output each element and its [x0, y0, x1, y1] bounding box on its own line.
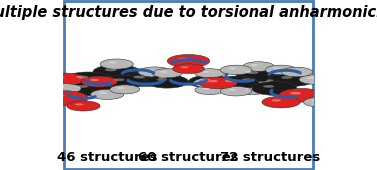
Ellipse shape — [44, 73, 84, 85]
Ellipse shape — [281, 76, 292, 79]
Ellipse shape — [236, 68, 281, 82]
Ellipse shape — [76, 85, 88, 88]
Ellipse shape — [158, 77, 167, 79]
Ellipse shape — [105, 68, 117, 71]
Ellipse shape — [220, 65, 252, 75]
Ellipse shape — [195, 69, 225, 78]
Ellipse shape — [245, 71, 252, 73]
Ellipse shape — [208, 80, 218, 82]
Ellipse shape — [262, 96, 300, 108]
Ellipse shape — [108, 62, 117, 64]
Ellipse shape — [41, 91, 88, 105]
Ellipse shape — [188, 75, 231, 88]
Ellipse shape — [281, 67, 313, 77]
Text: 46 structures: 46 structures — [57, 151, 158, 164]
Ellipse shape — [251, 64, 259, 66]
Ellipse shape — [225, 80, 236, 82]
Ellipse shape — [289, 70, 297, 72]
Ellipse shape — [303, 97, 335, 107]
Ellipse shape — [266, 79, 274, 81]
Ellipse shape — [199, 77, 237, 89]
Ellipse shape — [299, 75, 331, 84]
Ellipse shape — [202, 71, 210, 73]
Ellipse shape — [156, 78, 167, 81]
Ellipse shape — [103, 75, 146, 88]
Ellipse shape — [252, 82, 297, 95]
Ellipse shape — [201, 81, 209, 82]
Ellipse shape — [121, 72, 169, 86]
Ellipse shape — [178, 58, 188, 60]
Ellipse shape — [311, 100, 319, 102]
Ellipse shape — [54, 76, 64, 79]
Ellipse shape — [56, 86, 64, 88]
Ellipse shape — [167, 54, 210, 67]
Ellipse shape — [220, 86, 252, 96]
Ellipse shape — [263, 85, 274, 88]
Ellipse shape — [193, 78, 225, 88]
Ellipse shape — [245, 88, 252, 90]
Ellipse shape — [110, 85, 139, 94]
Ellipse shape — [48, 84, 81, 94]
Ellipse shape — [67, 101, 100, 111]
Ellipse shape — [228, 89, 236, 91]
Ellipse shape — [231, 75, 274, 88]
Ellipse shape — [273, 67, 281, 70]
Ellipse shape — [265, 65, 297, 75]
Ellipse shape — [238, 69, 267, 78]
Ellipse shape — [100, 59, 133, 69]
Ellipse shape — [247, 71, 259, 74]
Ellipse shape — [242, 78, 252, 81]
Ellipse shape — [173, 64, 204, 74]
Ellipse shape — [99, 92, 107, 94]
Ellipse shape — [114, 78, 125, 81]
Ellipse shape — [81, 76, 117, 87]
Ellipse shape — [76, 76, 88, 79]
Ellipse shape — [160, 71, 167, 73]
Ellipse shape — [152, 69, 182, 78]
Ellipse shape — [243, 62, 274, 71]
Ellipse shape — [195, 86, 225, 95]
Ellipse shape — [279, 88, 324, 102]
Ellipse shape — [202, 88, 210, 90]
Ellipse shape — [138, 67, 172, 77]
Ellipse shape — [290, 92, 301, 95]
Ellipse shape — [181, 66, 188, 68]
Ellipse shape — [93, 65, 141, 79]
Ellipse shape — [228, 67, 236, 70]
Ellipse shape — [146, 75, 188, 88]
Ellipse shape — [52, 94, 64, 97]
Ellipse shape — [64, 81, 112, 96]
Ellipse shape — [117, 87, 125, 89]
Text: 72 structures: 72 structures — [220, 151, 320, 164]
Ellipse shape — [90, 89, 124, 99]
Ellipse shape — [270, 73, 315, 86]
Ellipse shape — [24, 99, 57, 109]
Ellipse shape — [199, 78, 210, 81]
Ellipse shape — [32, 101, 41, 103]
Ellipse shape — [259, 77, 288, 86]
Ellipse shape — [271, 99, 281, 101]
Ellipse shape — [146, 70, 155, 72]
Ellipse shape — [150, 74, 183, 84]
Text: Multiple structures due to torsional anharmonicity: Multiple structures due to torsional anh… — [0, 5, 377, 20]
Ellipse shape — [75, 103, 83, 105]
Ellipse shape — [133, 76, 145, 79]
Ellipse shape — [64, 72, 112, 86]
Ellipse shape — [307, 77, 315, 79]
Ellipse shape — [213, 76, 259, 90]
Text: 60 structures: 60 structures — [138, 151, 239, 164]
Ellipse shape — [238, 86, 267, 95]
Ellipse shape — [90, 79, 99, 81]
